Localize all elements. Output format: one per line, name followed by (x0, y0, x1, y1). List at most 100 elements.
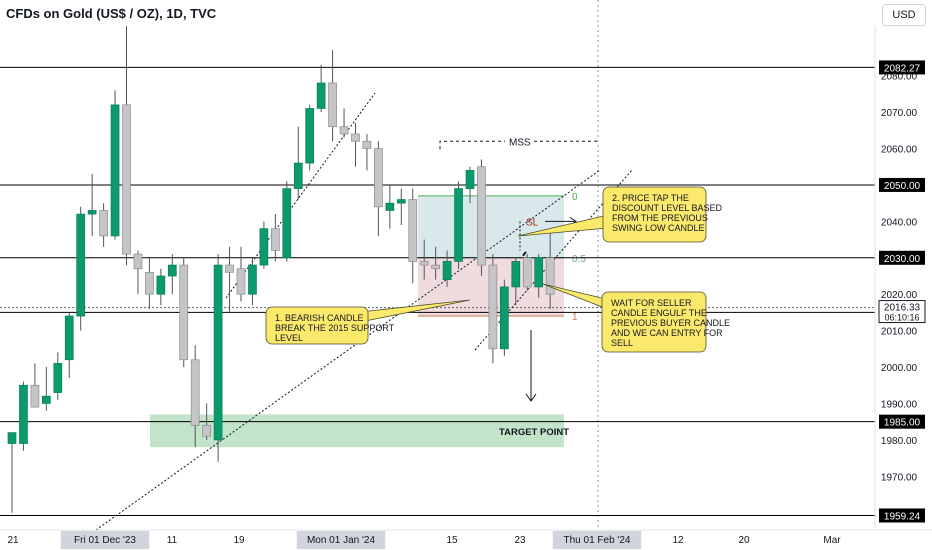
candle-body (442, 261, 452, 280)
level-price-label: 1985.00 (884, 418, 921, 429)
level-price-label: 2030.00 (884, 254, 921, 265)
note-discount-tap-line: FROM THE PREVIOUS (612, 213, 708, 223)
candle-body (465, 170, 475, 189)
target-arrow-head (525, 393, 537, 402)
current-price-label: 2016.33 (884, 303, 921, 314)
fib-zone-upper (418, 195, 564, 258)
candle-body (30, 384, 40, 408)
note-bearish-break-line: BREAK THE 2015 SUPPORT (275, 323, 395, 333)
note-seller-engulf-line: PREVIOUS BUYER CANDLE (611, 318, 730, 328)
candle-body (122, 104, 131, 255)
level-price-label: 2082.27 (884, 63, 921, 74)
note-seller-engulf (601, 291, 707, 353)
level-price-box (879, 250, 925, 265)
target-label: TARGET POINT (499, 427, 569, 438)
time-tick-highlight (552, 531, 642, 549)
candle-body (362, 140, 372, 149)
candle-body (190, 359, 200, 426)
price-tick: 1990.00 (881, 399, 918, 410)
note-bearish-break-line: LEVEL (275, 333, 303, 343)
mss-label: MSS (509, 137, 531, 148)
candle-body (225, 264, 234, 273)
level-price-box (879, 177, 925, 192)
level-price-label: 2050.00 (884, 181, 921, 192)
time-tick: 11 (167, 535, 178, 546)
price-tick: 2060.00 (881, 145, 918, 156)
time-tick: 20 (738, 535, 750, 546)
time-tick: Fri 01 Dec '23 (74, 535, 136, 546)
time-tick: 23 (514, 535, 526, 546)
candle-body (500, 286, 509, 350)
candle-body (87, 210, 97, 215)
candle-body (305, 108, 315, 164)
candle-body (385, 202, 395, 211)
candle-body (534, 257, 544, 288)
fib-label-1: 0.5 (572, 254, 586, 265)
price-tick: 2070.00 (881, 108, 918, 119)
chart-title: CFDs on Gold (US$ / OZ), 1D, TVC (6, 6, 217, 21)
note-seller-engulf-line: AND WE CAN ENTRY FOR (611, 328, 723, 338)
candle-body (53, 363, 63, 393)
candle-body (374, 148, 383, 208)
note-discount-tap-line: 2. PRICE TAP THE (612, 193, 689, 203)
candle-body (179, 264, 189, 361)
price-tick: 1980.00 (881, 436, 918, 447)
time-tick: Mon 01 Jan '24 (307, 535, 376, 546)
mss-line (439, 140, 598, 150)
price-tick: 2080.00 (881, 72, 918, 83)
candle-body (408, 199, 418, 262)
time-tick-highlight (60, 531, 150, 549)
candle-body (419, 261, 429, 266)
candle-body (293, 162, 303, 189)
candle-body (110, 104, 120, 237)
price-axis-bg (875, 26, 932, 550)
fib-label-2: 1 (572, 312, 578, 323)
candle-body (271, 228, 280, 251)
fib-label-0: 0 (572, 192, 578, 203)
mss-bg (505, 134, 533, 148)
candle-body (259, 228, 269, 266)
candle-body (236, 268, 246, 295)
candle-body (202, 424, 211, 437)
candle-body (328, 82, 337, 128)
time-tick: 15 (446, 535, 458, 546)
candle-body (545, 257, 555, 295)
time-tick: Mar (823, 535, 841, 546)
sl-label: SL (526, 217, 539, 228)
note-discount-tap-line: DISCOUNT LEVEL BASED (612, 203, 723, 213)
price-tick: 2020.00 (881, 290, 918, 301)
candles (7, 26, 555, 513)
note-seller-engulf-line: WAIT FOR SELLER (611, 298, 692, 308)
time-tick: 19 (233, 535, 245, 546)
candle-body (64, 315, 74, 361)
candle-body (76, 213, 86, 317)
price-tick: 2000.00 (881, 363, 918, 374)
level-price-box (879, 414, 925, 429)
price-tick: 2010.00 (881, 327, 918, 338)
time-tick-highlight (296, 531, 386, 549)
candle-body (99, 210, 108, 237)
candle-body (248, 264, 257, 295)
note-seller-engulf-line: SELL (611, 338, 633, 348)
time-tick: 12 (672, 535, 684, 546)
candle-body (7, 432, 17, 444)
current-price-box (878, 300, 926, 324)
price-tick: 1970.00 (881, 472, 918, 483)
candle-body (213, 264, 223, 441)
candle-body (41, 395, 51, 404)
candle-body (316, 82, 326, 109)
level-price-label: 1959.24 (884, 511, 921, 522)
candle-body (145, 272, 154, 295)
candle-body (431, 264, 440, 270)
candle-body (477, 166, 486, 266)
candle-body (488, 264, 498, 350)
candle-body (339, 126, 349, 135)
note-seller-engulf-line: CANDLE ENGULF THE (611, 308, 707, 318)
candle-body (511, 261, 521, 288)
time-tick: Thu 01 Feb '24 (564, 535, 631, 546)
currency-button[interactable]: USD (882, 4, 926, 26)
candle-body (19, 384, 28, 444)
candle-body (133, 253, 143, 270)
candle-body (522, 257, 532, 288)
